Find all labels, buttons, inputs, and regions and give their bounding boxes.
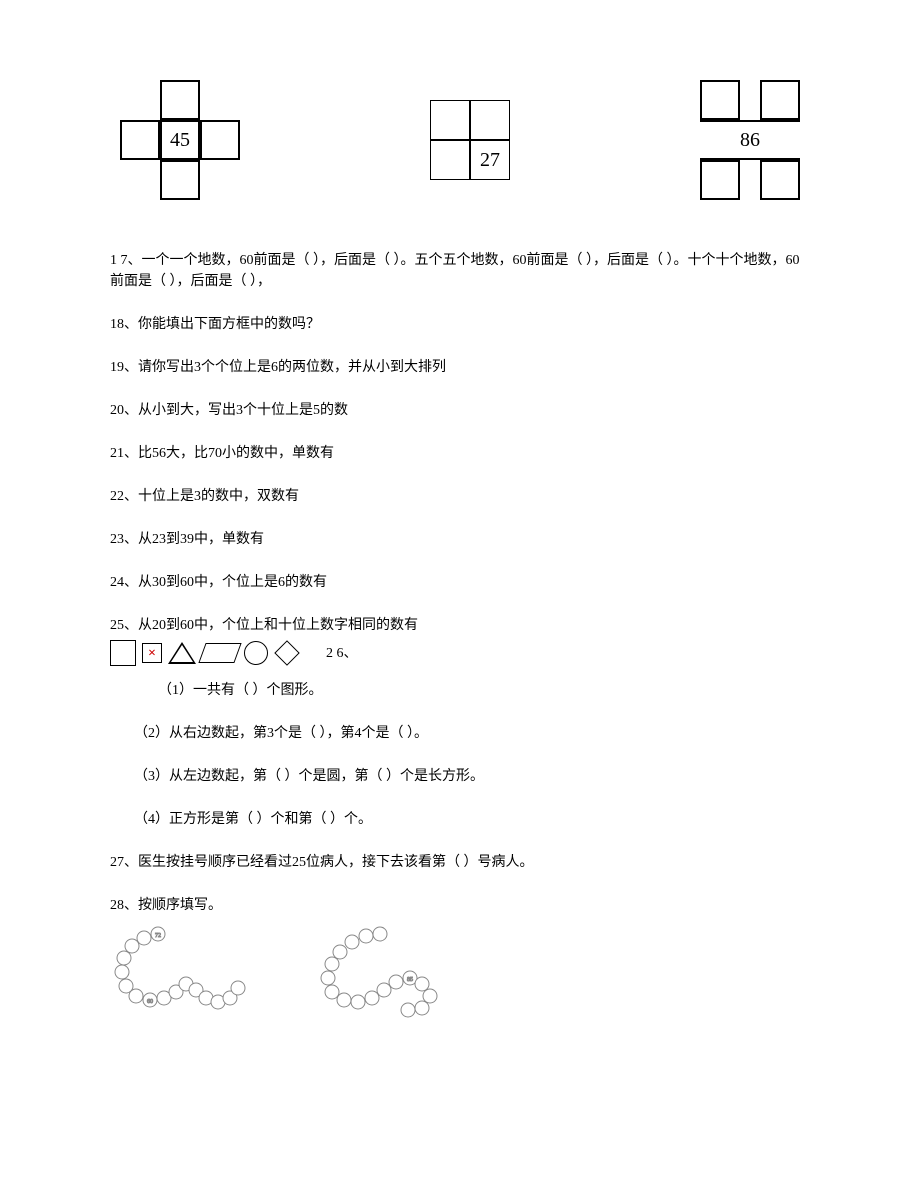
figures-row: 45 27 86 — [110, 80, 810, 200]
svg-text:72: 72 — [155, 933, 161, 939]
shape-square-1 — [110, 640, 136, 666]
question-17: 1 7、一个一个地数，60前面是（ ），后面是（ ）。五个五个地数，60前面是（… — [110, 250, 810, 292]
figure-cross: 45 — [120, 80, 240, 200]
question-26-4: （4）正方形是第（ ）个和第（ ）个。 — [110, 809, 810, 830]
question-26-label: 2 6、 — [326, 643, 358, 666]
grid-bottom-right-cell: 27 — [470, 140, 510, 180]
shape-parallelogram — [198, 643, 241, 663]
question-26-1: （1）一共有（ ）个图形。 — [110, 680, 810, 701]
question-22: 22、十位上是3的数中，双数有 — [110, 486, 810, 507]
question-23: 23、从23到39中，单数有 — [110, 529, 810, 550]
figure-h-shape: 86 — [700, 80, 800, 200]
question-20: 20、从小到大，写出3个十位上是5的数 — [110, 400, 810, 421]
cross-center-cell: 45 — [160, 120, 200, 160]
question-25: 25、从20到60中，个位上和十位上数字相同的数有 — [110, 615, 810, 636]
bead-diagram-1: 72 60 — [110, 922, 250, 1022]
svg-text:85: 85 — [407, 977, 413, 983]
shape-triangle — [168, 642, 196, 664]
shape-diamond — [274, 640, 299, 665]
beads-row: 72 60 — [110, 922, 810, 1022]
shape-square-2: × — [142, 643, 162, 663]
question-26-2: （2）从右边数起，第3个是（ ），第4个是（ ）。 — [110, 723, 810, 744]
shape-circle — [244, 641, 268, 665]
red-x-icon: × — [148, 643, 156, 664]
question-26-3: （3）从左边数起，第（ ）个是圆，第（ ）个是长方形。 — [110, 766, 810, 787]
question-18: 18、你能填出下面方框中的数吗？ — [110, 314, 810, 335]
svg-text:60: 60 — [147, 999, 153, 1005]
question-27: 27、医生按挂号顺序已经看过25位病人，接下去该看第（ ）号病人。 — [110, 852, 810, 873]
shapes-row: × 2 6、 — [110, 640, 810, 666]
question-28: 28、按顺序填写。 — [110, 895, 810, 916]
question-19: 19、请你写出3个个位上是6的两位数，并从小到大排列 — [110, 357, 810, 378]
question-24: 24、从30到60中，个位上是6的数有 — [110, 572, 810, 593]
bead-diagram-2: 85 — [310, 922, 450, 1022]
hshape-center-cell: 86 — [700, 120, 800, 160]
figure-grid-2x2: 27 — [430, 100, 510, 180]
question-21: 21、比56大，比70小的数中，单数有 — [110, 443, 810, 464]
